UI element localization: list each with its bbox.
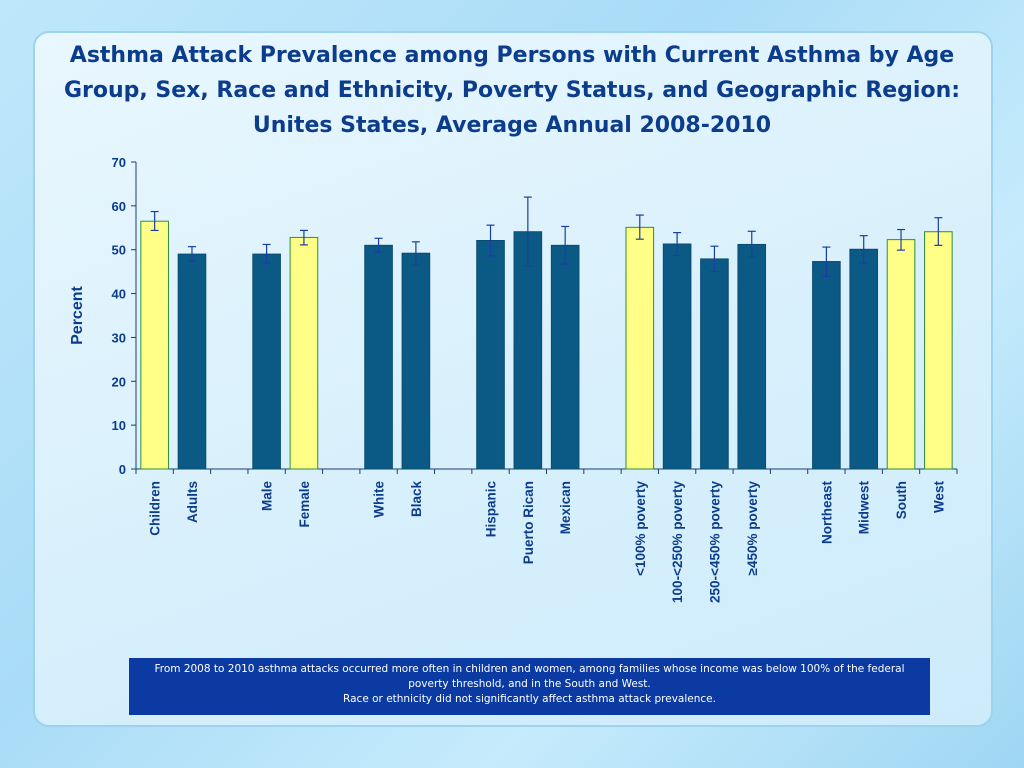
category-label: Midwest [857, 481, 872, 535]
bar-chart: 0 10 20 30 40 50 60 70 Percent Children Adults Male… [69, 155, 958, 603]
category-label: Northeast [819, 481, 834, 545]
bar-west [924, 231, 953, 470]
y-tick-label: 60 [112, 199, 126, 214]
category-label: West [931, 481, 946, 514]
y-tick-label: 20 [112, 374, 126, 389]
y-tick-label: 10 [112, 418, 126, 433]
category-label: 100-<250% poverty [670, 481, 685, 603]
category-label: Puerto Rican [521, 481, 536, 564]
category-label: White [372, 481, 387, 518]
bar--450-poverty [737, 243, 767, 470]
category-label: <100% poverty [633, 481, 648, 576]
category-label: Male [260, 481, 275, 512]
bar-adults [177, 253, 207, 470]
y-tick-label: 40 [112, 287, 126, 302]
bar--100-poverty [625, 226, 655, 470]
summary-caption: From 2008 to 2010 asthma attacks occurre… [129, 658, 930, 715]
bar-male [252, 253, 281, 470]
y-tick-label: 70 [112, 155, 126, 170]
caption-line-1: From 2008 to 2010 asthma attacks occurre… [154, 663, 905, 690]
bar-100-250-poverty [662, 243, 692, 470]
category-label: Mexican [558, 481, 573, 534]
y-tick-label: 0 [119, 462, 126, 477]
bar-south [886, 239, 916, 470]
y-axis-title: Percent [69, 285, 86, 344]
bar-250-450-poverty [700, 258, 729, 470]
bar-mexican [550, 244, 580, 470]
category-label: 250-<450% poverty [707, 481, 722, 603]
bar-children [140, 220, 169, 470]
bar-white [364, 244, 393, 470]
y-tick-label: 30 [112, 330, 126, 345]
category-label: ≥450% poverty [745, 481, 760, 576]
bar-female [289, 236, 319, 470]
category-label: Hispanic [484, 481, 499, 538]
category-label: Adults [185, 481, 200, 523]
y-tick-label: 50 [112, 243, 126, 258]
category-label: South [894, 481, 909, 519]
category-label: Black [409, 481, 424, 518]
chart-title: Asthma Attack Prevalence among Persons w… [63, 43, 961, 138]
category-label: Female [297, 481, 312, 528]
bar-northeast [812, 261, 841, 470]
bar-hispanic [476, 240, 505, 470]
bar-black [401, 252, 431, 470]
caption-line-2: Race or ethnicity did not significantly … [343, 693, 716, 705]
bar-midwest [849, 248, 879, 470]
bar-puerto-rican [513, 231, 543, 470]
category-label: Children [148, 481, 163, 536]
